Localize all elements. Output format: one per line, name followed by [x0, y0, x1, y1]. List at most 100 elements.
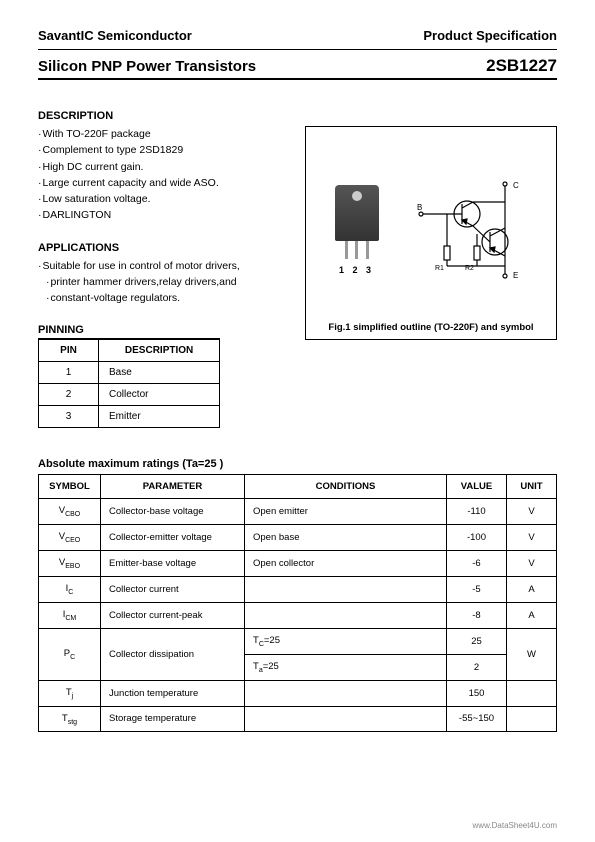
pin-desc-cell: Emitter [99, 406, 220, 428]
sym-cell: ICM [39, 602, 101, 628]
val-cell: 2 [447, 654, 507, 680]
pin-cell: 2 [39, 384, 99, 406]
col-conditions: CONDITIONS [245, 475, 447, 499]
unit-cell [507, 680, 557, 706]
val-cell: -110 [447, 499, 507, 525]
schem-c-label: C [513, 181, 519, 190]
col-symbol: SYMBOL [39, 475, 101, 499]
table-row: Tj Junction temperature 150 [39, 680, 557, 706]
app-line: printer hammer drivers,relay drivers,and [38, 274, 291, 290]
schem-r1-label: R1 [435, 265, 444, 272]
table-header-row: PIN DESCRIPTION [39, 340, 220, 362]
table-header-row: SYMBOL PARAMETER CONDITIONS VALUE UNIT [39, 475, 557, 499]
to220f-package-icon [335, 185, 379, 263]
val-cell: -8 [447, 602, 507, 628]
header-rule-thick [38, 78, 557, 80]
cond-cell [245, 706, 447, 732]
applications-heading: APPLICATIONS [38, 242, 291, 254]
applications-list: Suitable for use in control of motor dri… [38, 258, 291, 307]
package-pin [366, 241, 369, 259]
pinning-table: PIN DESCRIPTION 1 Base 2 Collector 3 Emi… [38, 339, 220, 428]
val-cell: -100 [447, 525, 507, 551]
param-cell: Emitter-base voltage [101, 551, 245, 577]
table-row: ICM Collector current-peak -8 A [39, 602, 557, 628]
ratings-table: SYMBOL PARAMETER CONDITIONS VALUE UNIT V… [38, 474, 557, 732]
table-row: VCBO Collector-base voltage Open emitter… [39, 499, 557, 525]
table-row: 2 Collector [39, 384, 220, 406]
ratings-heading: Absolute maximum ratings (Ta=25 ) [38, 458, 557, 470]
unit-cell [507, 706, 557, 732]
unit-cell: A [507, 602, 557, 628]
table-row: VCEO Collector-emitter voltage Open base… [39, 525, 557, 551]
figure-inner: 1 2 3 C E [306, 127, 556, 322]
description-heading: DESCRIPTION [38, 110, 291, 122]
pin-desc-cell: Collector [99, 384, 220, 406]
col-unit: UNIT [507, 475, 557, 499]
param-cell: Collector-emitter voltage [101, 525, 245, 551]
header-rule-thin [38, 49, 557, 50]
sym-cell: Tstg [39, 706, 101, 732]
col-value: VALUE [447, 475, 507, 499]
desc-col-header: DESCRIPTION [99, 340, 220, 362]
param-cell: Collector current [101, 577, 245, 603]
package-pin [355, 241, 358, 259]
header-row: SavantIC Semiconductor Product Specifica… [38, 28, 557, 43]
company-name: SavantIC Semiconductor [38, 28, 192, 43]
app-line: Suitable for use in control of motor dri… [38, 258, 291, 274]
param-cell: Junction temperature [101, 680, 245, 706]
cond-cell: Open collector [245, 551, 447, 577]
val-cell: -6 [447, 551, 507, 577]
desc-item: With TO-220F package [38, 126, 291, 142]
sym-cell: VCEO [39, 525, 101, 551]
product-spec-label: Product Specification [423, 28, 557, 43]
figure-caption: Fig.1 simplified outline (TO-220F) and s… [328, 322, 533, 333]
desc-item: High DC current gain. [38, 159, 291, 175]
right-column: 1 2 3 C E [305, 110, 557, 428]
param-cell: Storage temperature [101, 706, 245, 732]
sym-cell: VEBO [39, 551, 101, 577]
package-pins [335, 241, 379, 259]
page-title: Silicon PNP Power Transistors [38, 58, 256, 75]
part-number: 2SB1227 [486, 56, 557, 76]
desc-item: Low saturation voltage. [38, 191, 291, 207]
desc-item: Complement to type 2SD1829 [38, 142, 291, 158]
sym-cell: IC [39, 577, 101, 603]
darlington-schematic-icon: C E B [417, 180, 527, 280]
cond-cell: TC=25 [245, 628, 447, 654]
table-row: PC Collector dissipation TC=25 25 W [39, 628, 557, 654]
package-pin [345, 241, 348, 259]
cond-cell: Ta=25 [245, 654, 447, 680]
param-cell: Collector-base voltage [101, 499, 245, 525]
pin-cell: 1 [39, 362, 99, 384]
table-row: 3 Emitter [39, 406, 220, 428]
param-cell: Collector dissipation [101, 628, 245, 680]
unit-cell: W [507, 628, 557, 680]
pinning-heading: PINNING [38, 324, 220, 339]
table-row: IC Collector current -5 A [39, 577, 557, 603]
cond-cell [245, 602, 447, 628]
pin-cell: 3 [39, 406, 99, 428]
val-cell: -55~150 [447, 706, 507, 732]
unit-cell: A [507, 577, 557, 603]
unit-cell: V [507, 525, 557, 551]
schem-b-label: B [417, 203, 422, 212]
cond-cell [245, 680, 447, 706]
schem-e-label: E [513, 271, 518, 280]
figure-box: 1 2 3 C E [305, 126, 557, 340]
sym-cell: VCBO [39, 499, 101, 525]
app-line: constant-voltage regulators. [38, 290, 291, 306]
cond-cell: Open base [245, 525, 447, 551]
cond-cell: Open emitter [245, 499, 447, 525]
col-parameter: PARAMETER [101, 475, 245, 499]
top-content: DESCRIPTION With TO-220F package Complem… [38, 110, 557, 428]
unit-cell: V [507, 499, 557, 525]
pin-col-header: PIN [39, 340, 99, 362]
package-hole [352, 191, 362, 201]
unit-cell: V [507, 551, 557, 577]
sym-cell: Tj [39, 680, 101, 706]
table-row: 1 Base [39, 362, 220, 384]
left-column: DESCRIPTION With TO-220F package Complem… [38, 110, 291, 428]
package-pin-labels: 1 2 3 [335, 265, 379, 275]
val-cell: -5 [447, 577, 507, 603]
param-cell: Collector current-peak [101, 602, 245, 628]
